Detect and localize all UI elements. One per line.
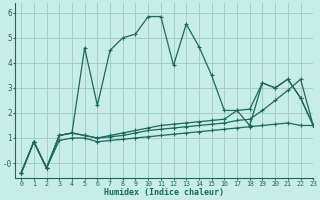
X-axis label: Humidex (Indice chaleur): Humidex (Indice chaleur) [104,188,224,197]
